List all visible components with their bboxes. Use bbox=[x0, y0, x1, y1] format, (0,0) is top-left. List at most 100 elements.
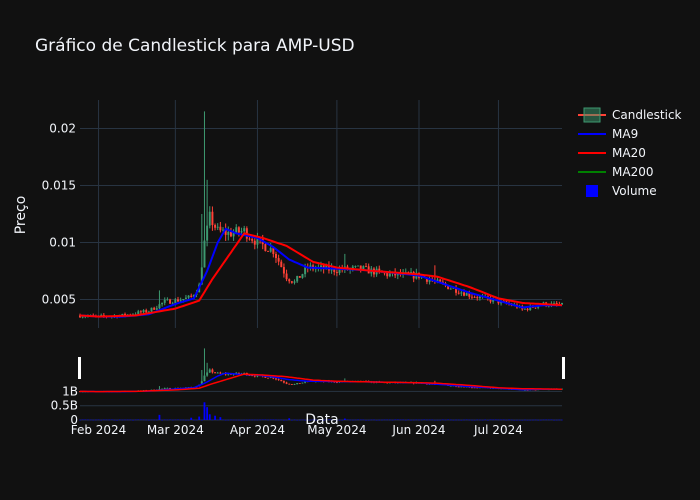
candle-body bbox=[222, 229, 224, 231]
volume-bar bbox=[216, 419, 219, 421]
legend-item-ma20[interactable]: MA20 bbox=[578, 146, 646, 160]
mini-candle-body bbox=[335, 382, 338, 383]
volume-bars bbox=[79, 402, 563, 421]
candle-body bbox=[139, 311, 142, 313]
volume-bar bbox=[359, 419, 362, 421]
mini-candle-body bbox=[449, 385, 452, 387]
legend: Candlestick MA9 MA20 MA200 Volume bbox=[578, 107, 682, 198]
volume-bar bbox=[203, 402, 206, 420]
range-slider-left-handle[interactable] bbox=[78, 357, 81, 379]
volume-bar bbox=[137, 419, 140, 421]
candle-body bbox=[537, 306, 540, 308]
volume-bar bbox=[476, 419, 479, 421]
volume-bar bbox=[526, 419, 529, 421]
candle-body bbox=[290, 281, 293, 283]
volume-bar bbox=[301, 419, 304, 421]
x-ticks: Feb 2024 Mar 2024 Apr 2024 May 2024 Jun 2024… bbox=[71, 423, 523, 437]
volume-bar bbox=[105, 419, 108, 421]
legend-label: MA20 bbox=[612, 146, 646, 160]
candle-body bbox=[253, 240, 256, 245]
volume-bar bbox=[349, 419, 352, 421]
mini-candle-body bbox=[166, 387, 169, 389]
mini-candle-body bbox=[298, 383, 301, 384]
volume-bar bbox=[89, 419, 92, 421]
volume-bar bbox=[547, 419, 550, 421]
volume-bar bbox=[365, 419, 367, 421]
volume-bar bbox=[280, 419, 283, 421]
volume-tick-label: 1B bbox=[62, 384, 78, 398]
x-tick-label: Jun 2024 bbox=[391, 423, 445, 437]
volume-bar bbox=[121, 419, 124, 421]
mini-candle-body bbox=[272, 377, 275, 379]
volume-bar bbox=[473, 419, 476, 421]
mini-candle-body bbox=[290, 384, 293, 385]
volume-bar bbox=[439, 419, 442, 421]
volume-bar bbox=[285, 419, 288, 421]
candle-body bbox=[163, 299, 166, 303]
legend-candle-box bbox=[583, 107, 601, 123]
volume-bar bbox=[553, 419, 555, 421]
legend-label: Volume bbox=[612, 184, 657, 198]
candle-body bbox=[229, 231, 232, 237]
candle-body bbox=[211, 211, 214, 226]
candle-body bbox=[359, 265, 362, 270]
mini-candle-body bbox=[208, 369, 211, 373]
volume-bar bbox=[346, 419, 349, 421]
volume-bar bbox=[240, 419, 243, 421]
volume-bar bbox=[537, 419, 540, 421]
volume-bar bbox=[200, 419, 203, 421]
candle-body bbox=[235, 227, 238, 233]
candle-body bbox=[468, 293, 471, 297]
volume-bar bbox=[158, 414, 161, 420]
price-tick-label: 0.01 bbox=[49, 236, 76, 250]
volume-bar bbox=[367, 419, 370, 421]
candle-body bbox=[489, 298, 492, 302]
candle-body bbox=[425, 277, 428, 282]
candle-body bbox=[460, 292, 463, 294]
volume-bar bbox=[147, 419, 150, 421]
volume-bar bbox=[505, 419, 508, 421]
volume-bar bbox=[314, 419, 317, 421]
x-tick-label: Jul 2024 bbox=[473, 423, 523, 437]
legend-item-volume[interactable]: Volume bbox=[586, 184, 657, 198]
volume-bar bbox=[343, 418, 346, 420]
mini-candle-body bbox=[274, 378, 277, 380]
x-tick-label: Apr 2024 bbox=[230, 423, 285, 437]
candle-body bbox=[81, 316, 84, 318]
candle-body bbox=[227, 231, 230, 235]
legend-label: MA9 bbox=[612, 127, 638, 141]
volume-bar bbox=[481, 419, 484, 421]
mini-candle-body bbox=[200, 381, 203, 385]
candle-body bbox=[388, 273, 391, 277]
volume-bar bbox=[341, 419, 344, 421]
volume-bar bbox=[166, 419, 169, 421]
candle-body bbox=[84, 316, 87, 318]
volume-bar bbox=[428, 419, 431, 421]
volume-bar bbox=[373, 419, 375, 421]
candle-body bbox=[100, 314, 103, 316]
legend-item-ma9[interactable]: MA9 bbox=[578, 127, 638, 141]
ma9-line bbox=[79, 227, 562, 318]
volume-bar bbox=[97, 419, 100, 421]
range-slider-right-handle[interactable] bbox=[562, 357, 565, 379]
candle-body bbox=[158, 304, 161, 309]
volume-bar bbox=[256, 419, 259, 421]
volume-bar bbox=[508, 419, 510, 421]
candle-body bbox=[179, 300, 182, 302]
volume-bar bbox=[174, 419, 177, 421]
candle-body bbox=[237, 227, 240, 233]
volume-bar bbox=[471, 419, 473, 421]
legend-item-ma200[interactable]: MA200 bbox=[578, 165, 653, 179]
volume-bar bbox=[328, 419, 330, 421]
candle-body bbox=[280, 261, 283, 268]
volume-bar bbox=[375, 419, 378, 421]
mini-candle-body bbox=[219, 372, 222, 374]
candle-body bbox=[351, 266, 354, 269]
candle-body bbox=[214, 225, 217, 228]
volume-bar bbox=[150, 419, 153, 421]
volume-bar bbox=[513, 419, 516, 421]
candle-body bbox=[121, 313, 124, 316]
candle-body bbox=[251, 238, 254, 241]
candle-body bbox=[436, 279, 439, 281]
legend-item-candlestick[interactable]: Candlestick bbox=[578, 107, 682, 123]
